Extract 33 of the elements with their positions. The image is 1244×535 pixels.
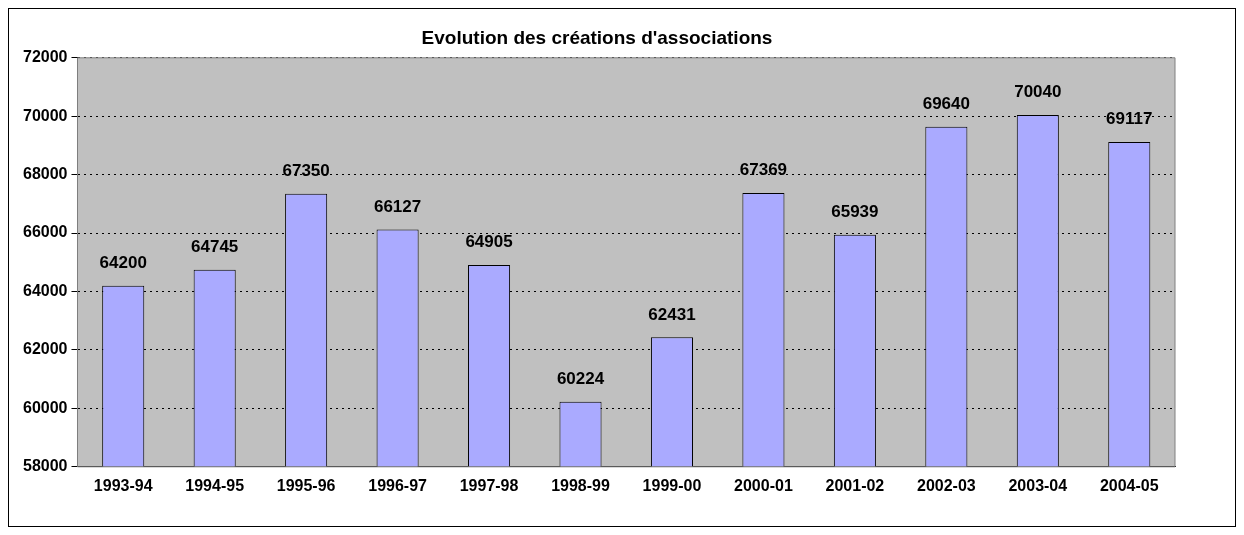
data-label: 64745 [191, 236, 239, 256]
data-label: 66127 [373, 196, 422, 216]
data-label: 64905 [465, 232, 513, 252]
x-tick-label: 1998-99 [551, 476, 610, 494]
y-tick-label: 70000 [22, 106, 68, 124]
x-tick-label: 2000-01 [734, 476, 793, 494]
x-tick-label: 1994-95 [185, 476, 245, 494]
y-tick-label: 72000 [22, 48, 68, 66]
x-tick-label: 1995-96 [276, 476, 336, 494]
x-tick-label: 1993-94 [93, 476, 153, 494]
y-tick-label: 64000 [22, 281, 68, 299]
chart-title: Evolution des créations d'associations [421, 26, 773, 48]
data-label: 67369 [739, 160, 788, 180]
data-label: 64200 [99, 252, 147, 272]
data-label: 70040 [1014, 82, 1062, 102]
x-tick-label: 2003-04 [1008, 476, 1068, 494]
y-tick-label: 66000 [22, 223, 68, 241]
x-tick-label: 2001-02 [825, 476, 885, 494]
data-label: 60224 [556, 369, 605, 389]
x-tick-label: 1999-00 [642, 476, 702, 494]
data-label: 65939 [831, 202, 879, 222]
x-tick-label: 2004-05 [1099, 476, 1159, 494]
y-tick-label: 60000 [22, 398, 68, 416]
y-tick-label: 62000 [22, 340, 68, 358]
x-tick-label: 1996-97 [368, 476, 428, 494]
data-label: 62431 [648, 304, 696, 324]
y-tick-label: 58000 [22, 457, 68, 475]
x-tick-label: 1997-98 [459, 476, 519, 494]
data-label: 69117 [1106, 109, 1153, 129]
y-tick-label: 68000 [22, 165, 68, 183]
x-tick-label: 2002-03 [916, 476, 976, 494]
data-label: 67350 [282, 160, 330, 180]
data-label: 69640 [922, 93, 970, 113]
